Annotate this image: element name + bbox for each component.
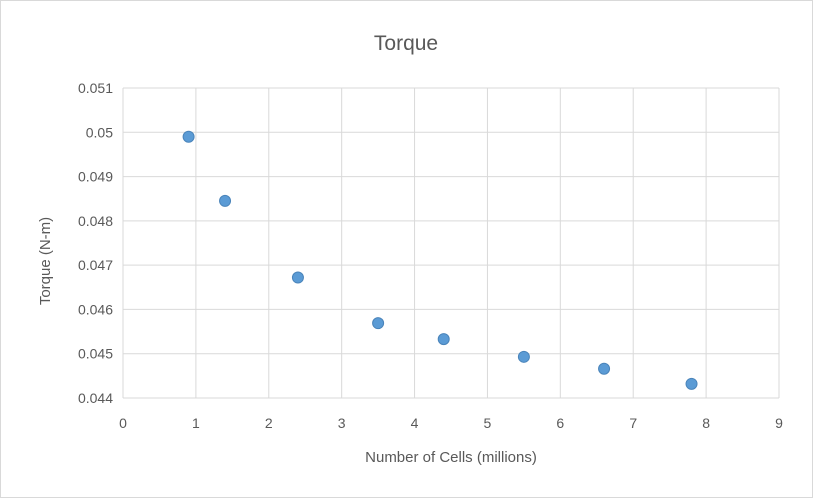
x-tick-label: 9 <box>775 415 783 431</box>
y-tick-label: 0.051 <box>78 80 113 96</box>
y-tick-label: 0.05 <box>86 124 113 140</box>
x-tick-label: 4 <box>411 415 419 431</box>
chart-title: Torque <box>374 32 438 55</box>
data-point <box>598 362 611 375</box>
x-tick-label: 1 <box>192 415 200 431</box>
data-point <box>219 194 232 207</box>
data-point <box>372 317 385 330</box>
x-tick-label: 8 <box>702 415 710 431</box>
y-axis-label: Torque (N-m) <box>37 217 54 305</box>
y-tick-label: 0.046 <box>78 301 113 317</box>
x-tick-label: 0 <box>119 415 127 431</box>
y-tick-label: 0.048 <box>78 213 113 229</box>
gridlines <box>122 87 780 399</box>
y-tick-label: 0.047 <box>78 257 113 273</box>
x-tick-label: 7 <box>629 415 637 431</box>
y-tick-label: 0.049 <box>78 169 113 185</box>
y-axis-ticks: 0.044 0.045 0.046 0.047 0.048 0.049 0.05 0.051 <box>78 80 113 406</box>
x-axis-label: Number of Cells (millions) <box>365 449 537 466</box>
data-point <box>517 350 530 363</box>
data-point <box>437 333 450 346</box>
x-tick-label: 2 <box>265 415 273 431</box>
y-tick-label: 0.044 <box>78 390 113 406</box>
x-tick-label: 5 <box>484 415 492 431</box>
x-tick-label: 3 <box>338 415 346 431</box>
x-tick-label: 6 <box>556 415 564 431</box>
x-axis-ticks: 0 1 2 3 4 5 6 7 8 9 <box>119 415 783 431</box>
y-tick-label: 0.045 <box>78 346 113 362</box>
data-point <box>182 130 195 143</box>
data-point <box>291 271 304 284</box>
data-points <box>182 130 698 390</box>
data-point <box>685 377 698 390</box>
